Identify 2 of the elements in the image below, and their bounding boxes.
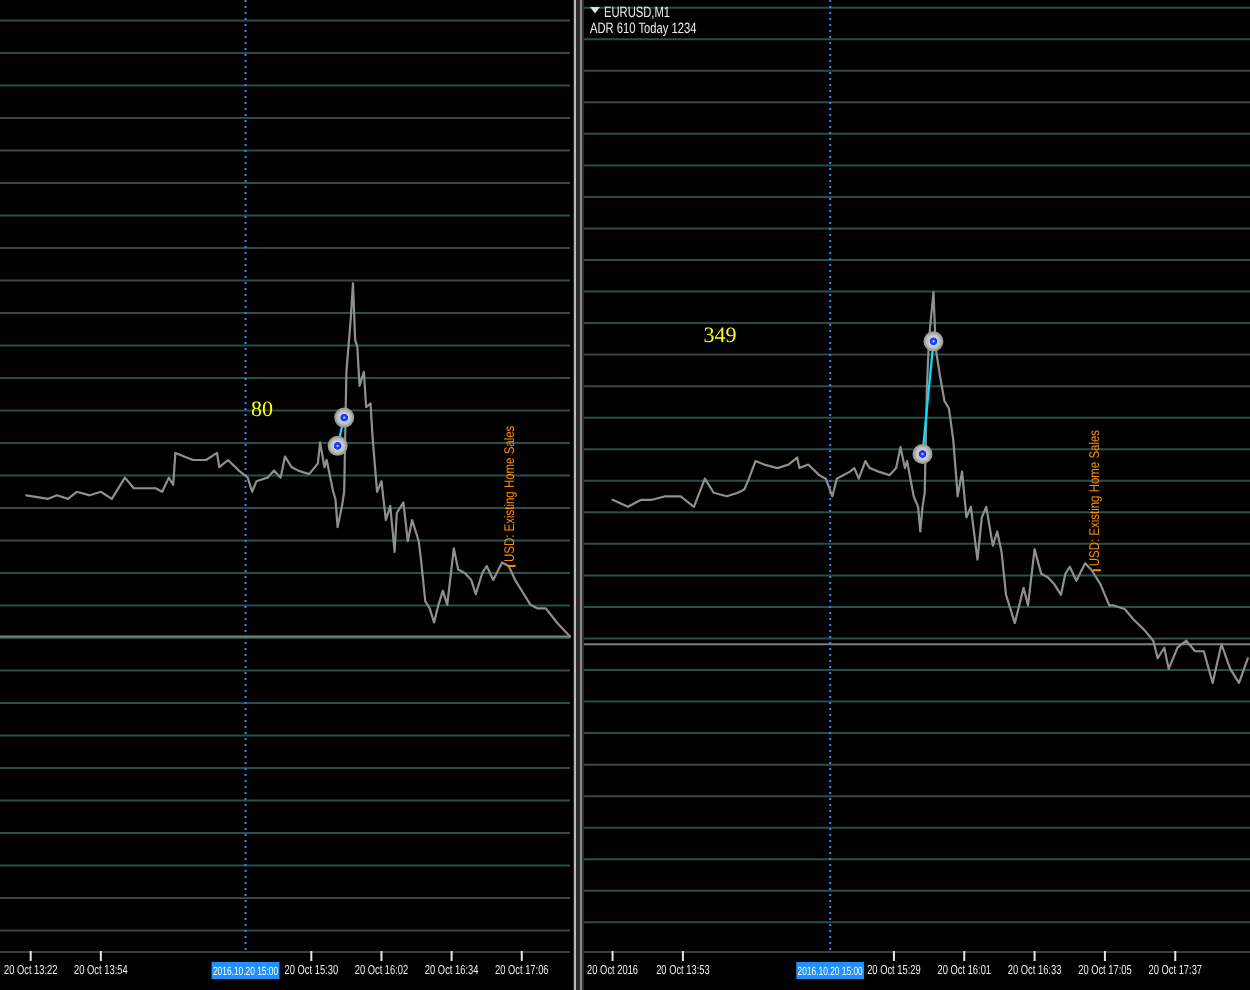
annotation: 80 xyxy=(251,398,274,422)
annotation: 349 xyxy=(703,324,738,348)
